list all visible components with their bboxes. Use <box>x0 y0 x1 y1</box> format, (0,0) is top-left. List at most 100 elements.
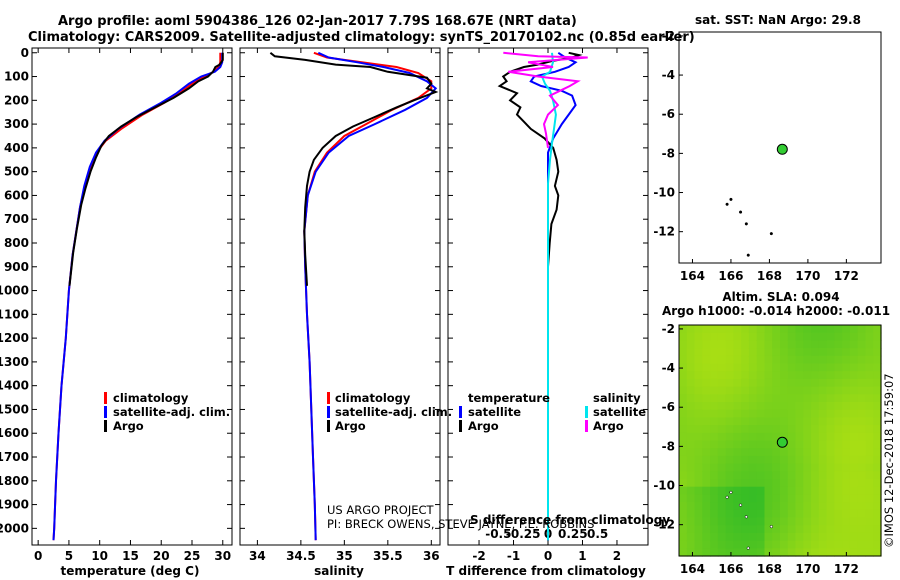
sla-cell <box>787 532 797 542</box>
sla-cell <box>733 386 742 395</box>
sla-cell <box>811 402 820 411</box>
sla-cell <box>686 332 696 341</box>
sla-cell <box>710 455 719 465</box>
sla-cell <box>772 540 781 549</box>
sla-cell <box>772 455 781 465</box>
sla-cell <box>811 378 820 388</box>
sla-cell <box>780 479 789 488</box>
sla-cell <box>865 525 874 534</box>
sla-cell <box>686 440 696 449</box>
sla-cell <box>710 440 719 449</box>
sla-cell <box>834 448 843 457</box>
sla-cell <box>803 371 812 380</box>
sla-cell <box>795 378 804 388</box>
sla-cell <box>818 525 828 534</box>
sla-cell <box>857 486 867 495</box>
sla-cell <box>710 486 719 495</box>
sla-cell <box>702 502 711 511</box>
sla-cell <box>849 440 859 449</box>
sla-cell <box>849 532 859 542</box>
sla-cell <box>756 340 766 349</box>
sla-cell <box>795 386 804 395</box>
sla-cell <box>787 479 797 488</box>
sla-cell <box>756 525 766 534</box>
sla-cell <box>702 394 711 403</box>
sla-cell <box>702 325 711 334</box>
sla-cell <box>748 471 758 480</box>
sla-cell <box>787 325 797 334</box>
sla-cell <box>873 502 882 511</box>
sla-cell <box>741 463 750 472</box>
sla-cell <box>826 509 835 519</box>
legend-label-s-argo: Argo <box>593 419 624 433</box>
sla-cell <box>811 363 820 372</box>
sla-cell <box>873 340 882 349</box>
legend-swatch-argo <box>104 420 107 432</box>
sla-cell <box>686 355 696 365</box>
sla-cell <box>865 540 874 549</box>
depth-tick-label: 1700 <box>0 450 29 464</box>
sla-cell <box>772 494 781 503</box>
sla-cell <box>842 517 851 526</box>
sla-cell <box>787 509 797 519</box>
sla-cell <box>741 378 750 388</box>
sla-cell <box>748 371 758 380</box>
sla-cell <box>803 332 812 341</box>
sla-cell <box>717 340 727 349</box>
sla-cell <box>679 517 688 526</box>
sla-cell <box>679 548 688 557</box>
island-marker <box>746 253 750 257</box>
sla-cell <box>717 325 727 334</box>
sla-cell <box>834 417 843 426</box>
sla-cell <box>733 340 742 349</box>
sla-cell <box>842 502 851 511</box>
sla-cell <box>710 540 719 549</box>
sla-cell <box>702 386 711 395</box>
sla-cell <box>679 448 688 457</box>
sla-cell <box>795 432 804 442</box>
sla-cell <box>849 525 859 534</box>
project-credit: US ARGO PROJECT <box>327 503 435 517</box>
lat-tick-label: -6 <box>662 400 675 414</box>
sla-cell <box>857 479 867 488</box>
sla-cell <box>834 386 843 395</box>
lon-tick-label: 168 <box>757 269 782 283</box>
sla-cell <box>694 425 703 434</box>
sla-cell <box>865 363 874 372</box>
island-marker <box>739 210 743 214</box>
sla-cell <box>702 417 711 426</box>
sla-cell <box>710 386 719 395</box>
depth-tick-label: 800 <box>4 236 29 250</box>
sla-cell <box>686 532 696 542</box>
sla-cell <box>857 332 867 341</box>
legend-label-climatology: climatology <box>335 391 411 405</box>
difference-panel: -2 -1 0 1 2-0.5-0.25 0 0.25 0.5 <box>447 47 649 563</box>
sla-cell <box>849 340 859 349</box>
sla-cell <box>717 463 727 472</box>
lat-tick-label: -12 <box>653 518 675 532</box>
sla-cell <box>787 417 797 426</box>
sla-cell <box>780 402 789 411</box>
sla-cell <box>826 402 835 411</box>
sla-cell <box>873 394 882 403</box>
sla-cell <box>849 517 859 526</box>
series-t-satellite <box>529 51 578 541</box>
sla-cell <box>717 548 727 557</box>
sla-cell <box>811 517 820 526</box>
sla-cell <box>849 540 859 549</box>
sla-cell <box>717 509 727 519</box>
sla-cell <box>702 425 711 434</box>
sla-cell <box>787 517 797 526</box>
sla-cell <box>717 525 727 534</box>
sla-cell <box>733 455 742 465</box>
sla-cell <box>764 371 773 380</box>
sla-cell <box>857 325 867 334</box>
sla-cell <box>710 402 719 411</box>
sla-cell <box>818 363 828 372</box>
sla-cell <box>679 502 688 511</box>
figure-title-line2: Climatology: CARS2009. Satellite-adjuste… <box>28 30 695 45</box>
sla-cell <box>873 479 882 488</box>
sla-cell <box>741 355 750 365</box>
sla-cell <box>826 340 835 349</box>
sla-cell <box>725 332 734 341</box>
